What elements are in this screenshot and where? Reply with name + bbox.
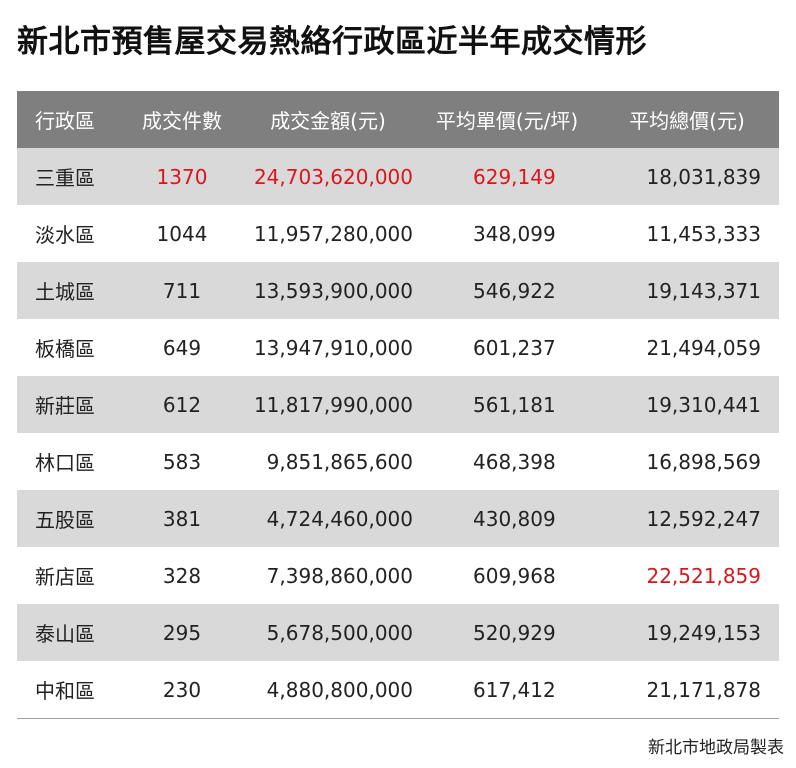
table-row: 中和區 230 4,880,800,000 617,412 21,171,878 <box>17 661 779 718</box>
table-row: 林口區 583 9,851,865,600 468,398 16,898,569 <box>17 433 779 490</box>
unit-price-cell: 617,412 <box>473 677 556 702</box>
amount-cell: 11,957,280,000 <box>253 221 413 246</box>
district-cell: 土城區 <box>35 280 95 304</box>
district-cell: 三重區 <box>35 166 95 190</box>
page-title: 新北市預售屋交易熱絡行政區近半年成交情形 <box>17 24 647 60</box>
table-row: 新莊區 612 11,817,990,000 561,181 19,310,44… <box>17 376 779 433</box>
unit-price-cell: 629,149 <box>473 164 556 189</box>
count-cell: 381 <box>162 506 202 531</box>
district-cell: 新店區 <box>35 565 95 589</box>
column-header-district: 行政區 <box>35 109 95 133</box>
avg-total-cell: 21,494,059 <box>646 335 761 360</box>
table-row: 土城區 711 13,593,900,000 546,922 19,143,37… <box>17 262 779 319</box>
district-cell: 泰山區 <box>35 622 95 646</box>
avg-total-cell: 18,031,839 <box>646 164 761 189</box>
count-cell: 230 <box>162 677 202 702</box>
avg-total-cell: 19,310,441 <box>646 392 761 417</box>
avg-total-cell: 16,898,569 <box>646 449 761 474</box>
amount-cell: 4,724,460,000 <box>266 506 413 531</box>
table-row: 泰山區 295 5,678,500,000 520,929 19,249,153 <box>17 604 779 661</box>
count-cell: 328 <box>162 563 202 588</box>
unit-price-cell: 468,398 <box>473 449 556 474</box>
district-cell: 新莊區 <box>35 394 95 418</box>
amount-cell: 9,851,865,600 <box>266 449 413 474</box>
amount-cell: 11,817,990,000 <box>253 392 413 417</box>
count-cell: 711 <box>162 278 202 303</box>
count-cell: 583 <box>162 449 202 474</box>
avg-total-cell: 19,143,371 <box>646 278 761 303</box>
amount-cell: 7,398,860,000 <box>266 563 413 588</box>
avg-total-cell: 19,249,153 <box>646 620 761 645</box>
unit-price-cell: 348,099 <box>473 221 556 246</box>
table-row: 三重區 1370 24,703,620,000 629,149 18,031,8… <box>17 148 779 205</box>
amount-cell: 5,678,500,000 <box>266 620 413 645</box>
table-row: 新店區 328 7,398,860,000 609,968 22,521,859 <box>17 547 779 604</box>
unit-price-cell: 609,968 <box>473 563 556 588</box>
avg-total-cell: 21,171,878 <box>646 677 761 702</box>
column-header-unit-price: 平均單價(元/坪) <box>435 109 579 133</box>
count-cell: 612 <box>162 392 202 417</box>
count-cell: 649 <box>162 335 202 360</box>
amount-cell: 24,703,620,000 <box>253 164 413 189</box>
count-cell: 295 <box>162 620 202 645</box>
district-cell: 板橋區 <box>35 337 95 361</box>
district-cell: 五股區 <box>35 508 95 532</box>
transaction-table: 行政區 成交件數 成交金額(元) 平均單價(元/坪) 平均總價(元) 三重區 1… <box>17 91 779 719</box>
table-header: 行政區 成交件數 成交金額(元) 平均單價(元/坪) 平均總價(元) <box>17 91 779 148</box>
avg-total-cell: 11,453,333 <box>646 221 761 246</box>
unit-price-cell: 601,237 <box>473 335 556 360</box>
amount-cell: 4,880,800,000 <box>266 677 413 702</box>
unit-price-cell: 561,181 <box>473 392 556 417</box>
source-note: 新北市地政局製表 <box>648 738 784 758</box>
column-header-count: 成交件數 <box>142 109 222 133</box>
table-row: 板橋區 649 13,947,910,000 601,237 21,494,05… <box>17 319 779 376</box>
count-cell: 1044 <box>156 221 208 246</box>
district-cell: 林口區 <box>35 451 95 475</box>
table-row: 五股區 381 4,724,460,000 430,809 12,592,247 <box>17 490 779 547</box>
count-cell: 1370 <box>156 164 208 189</box>
unit-price-cell: 546,922 <box>473 278 556 303</box>
amount-cell: 13,947,910,000 <box>253 335 413 360</box>
avg-total-cell: 12,592,247 <box>646 506 761 531</box>
unit-price-cell: 520,929 <box>473 620 556 645</box>
avg-total-cell: 22,521,859 <box>646 563 761 588</box>
district-cell: 中和區 <box>35 679 95 703</box>
column-header-amount: 成交金額(元) <box>270 109 386 133</box>
column-header-avg-total: 平均總價(元) <box>629 109 745 133</box>
amount-cell: 13,593,900,000 <box>253 278 413 303</box>
table-bottom-rule <box>17 718 779 719</box>
district-cell: 淡水區 <box>35 223 95 247</box>
table-row: 淡水區 1044 11,957,280,000 348,099 11,453,3… <box>17 205 779 262</box>
unit-price-cell: 430,809 <box>473 506 556 531</box>
